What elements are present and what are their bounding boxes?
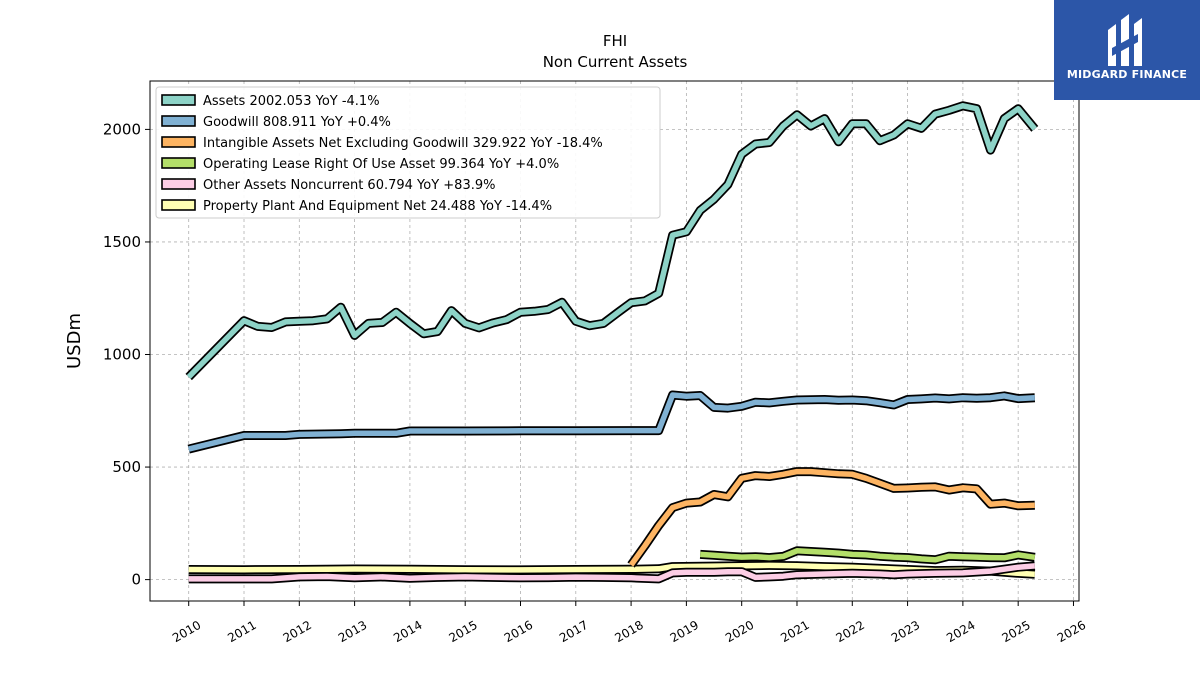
y-axis-label: USDm [64, 313, 85, 369]
legend-entry: Goodwill 808.911 YoY +0.4% [203, 115, 391, 130]
grid [150, 81, 1079, 601]
y-tick-label: 0 [131, 571, 141, 589]
legend-entry: Property Plant And Equipment Net 24.488 … [203, 199, 552, 214]
x-tick-label: 2020 [723, 618, 756, 645]
legend: Assets 2002.053 YoY -4.1% Goodwill 808.91… [155, 86, 661, 219]
x-tick-label: 2016 [502, 618, 535, 645]
chart-subtitle: Non Current Assets [543, 53, 688, 71]
series-operating-lease-right-of-use-asset [699, 546, 1036, 565]
series-goodwill [187, 390, 1036, 454]
x-tick-label: 2026 [1055, 618, 1088, 645]
legend-swatch [161, 115, 196, 127]
y-ticks: 0 500 1000 1500 2000 [103, 120, 150, 589]
legend-entry: Intangible Assets Net Excluding Goodwill… [203, 136, 603, 151]
legend-swatch [161, 94, 196, 106]
x-tick-label: 2015 [446, 618, 479, 645]
x-ticks: 2010 2011 2012 2013 2014 2015 2016 2017 2018 2019… [170, 601, 1088, 645]
x-tick-label: 2017 [557, 618, 590, 645]
x-tick-label: 2022 [834, 618, 867, 645]
series-line [700, 548, 1036, 563]
legend-swatch [161, 157, 196, 169]
legend-swatch [161, 178, 196, 190]
x-tick-label: 2013 [336, 618, 369, 645]
midgard-logo-icon [1108, 14, 1142, 66]
x-tick-label: 2010 [170, 618, 203, 645]
x-tick-label: 2021 [778, 618, 811, 645]
x-tick-label: 2014 [391, 618, 424, 645]
legend-swatch [161, 136, 196, 148]
y-tick-label: 2000 [103, 120, 141, 138]
x-tick-label: 2024 [944, 618, 977, 645]
chart-title: FHI [603, 32, 627, 50]
x-tick-label: 2018 [612, 618, 645, 645]
x-tick-label: 2012 [281, 618, 314, 645]
y-tick-label: 1500 [103, 233, 141, 251]
series-line [188, 563, 1036, 582]
series-other-assets-noncurrent [188, 561, 1036, 584]
brand-logo: MIDGARD FINANCE [1054, 0, 1200, 100]
x-tick-label: 2025 [999, 618, 1032, 645]
legend-box [155, 86, 661, 219]
series-assets [185, 101, 1039, 381]
series-layer [185, 101, 1039, 584]
brand-name: MIDGARD FINANCE [1066, 68, 1188, 81]
y-tick-label: 1000 [103, 346, 141, 364]
plot-frame [149, 80, 1080, 602]
series-line-outline [187, 390, 1036, 454]
x-tick-label: 2011 [225, 618, 258, 645]
legend-entry: Operating Lease Right Of Use Asset 99.36… [203, 157, 559, 172]
series-intangible-assets-net-excluding-goodwill [627, 467, 1035, 568]
legend-swatch [161, 199, 196, 211]
y-tick-label: 500 [112, 458, 141, 476]
legend-entry: Assets 2002.053 YoY -4.1% [203, 94, 380, 109]
series-line [188, 392, 1035, 452]
series-line [628, 468, 1035, 567]
x-tick-label: 2019 [668, 618, 701, 645]
x-tick-label: 2023 [889, 618, 922, 645]
legend-entry: Other Assets Noncurrent 60.794 YoY +83.9… [203, 178, 495, 193]
series-line [186, 103, 1037, 379]
